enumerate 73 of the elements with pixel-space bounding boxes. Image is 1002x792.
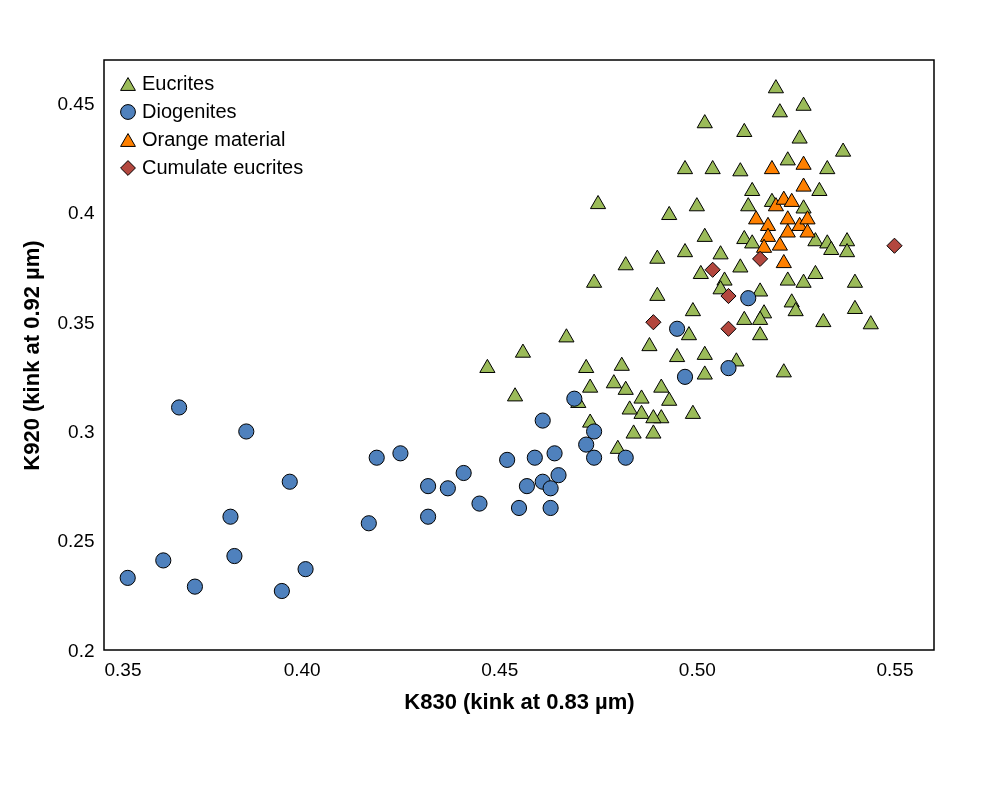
point bbox=[238, 423, 255, 440]
x-axis-title: K830 (kink at 0.83 µm) bbox=[404, 688, 635, 714]
point bbox=[799, 210, 816, 225]
point bbox=[886, 237, 903, 254]
point bbox=[586, 449, 603, 466]
point bbox=[645, 314, 662, 331]
point bbox=[759, 216, 777, 231]
point bbox=[226, 547, 243, 565]
point bbox=[799, 223, 816, 238]
y-tick-label: 0.35 bbox=[57, 311, 95, 333]
point bbox=[499, 451, 516, 468]
point bbox=[368, 449, 385, 466]
legend-label: Orange material bbox=[142, 128, 286, 150]
point bbox=[748, 210, 765, 225]
point bbox=[518, 478, 535, 495]
point bbox=[779, 210, 796, 225]
point bbox=[546, 445, 563, 462]
point bbox=[795, 177, 812, 192]
point bbox=[779, 223, 796, 238]
point bbox=[360, 515, 377, 532]
point bbox=[783, 192, 800, 207]
point bbox=[759, 227, 777, 242]
point bbox=[542, 499, 559, 517]
point bbox=[740, 290, 757, 307]
point bbox=[471, 495, 488, 512]
point bbox=[222, 508, 239, 525]
y-tick-label: 0.4 bbox=[68, 202, 95, 224]
point bbox=[534, 412, 551, 429]
y-axis-title: K920 (kink at 0.92 µm) bbox=[18, 240, 44, 471]
point bbox=[775, 253, 792, 269]
point bbox=[392, 445, 409, 462]
point bbox=[420, 508, 437, 525]
x-tick-label: 0.40 bbox=[283, 658, 321, 680]
point bbox=[420, 478, 437, 495]
point bbox=[586, 423, 603, 440]
x-tick-label: 0.55 bbox=[876, 658, 914, 680]
point bbox=[676, 368, 694, 385]
y-tick-label: 0.25 bbox=[57, 530, 95, 552]
point bbox=[119, 569, 136, 586]
point bbox=[755, 238, 773, 253]
point bbox=[550, 467, 567, 484]
x-tick-label: 0.50 bbox=[678, 658, 716, 680]
point bbox=[155, 552, 172, 569]
point bbox=[171, 399, 188, 416]
point bbox=[273, 582, 290, 600]
legend-label: Cumulate eucrites bbox=[142, 156, 304, 178]
x-tick-label: 0.45 bbox=[481, 658, 519, 680]
point bbox=[455, 464, 472, 482]
legend-label: Eucrites bbox=[142, 72, 215, 94]
point bbox=[704, 261, 721, 278]
point bbox=[578, 436, 595, 453]
point bbox=[526, 449, 543, 466]
point bbox=[186, 578, 203, 595]
point bbox=[720, 287, 737, 305]
point bbox=[510, 499, 528, 517]
point bbox=[439, 480, 456, 497]
point bbox=[720, 320, 737, 337]
y-tick-label: 0.2 bbox=[68, 639, 95, 661]
point bbox=[669, 320, 686, 337]
point bbox=[617, 449, 634, 466]
legend-label: Diogenites bbox=[142, 100, 237, 122]
point bbox=[771, 236, 788, 251]
point bbox=[720, 360, 737, 377]
y-tick-label: 0.3 bbox=[68, 420, 95, 442]
point bbox=[542, 480, 559, 497]
point bbox=[566, 390, 583, 407]
point bbox=[281, 473, 298, 490]
y-tick-label: 0.45 bbox=[57, 93, 95, 115]
point bbox=[752, 250, 769, 267]
point bbox=[763, 160, 781, 175]
x-tick-label: 0.35 bbox=[104, 658, 142, 680]
point bbox=[795, 155, 812, 170]
point bbox=[297, 561, 314, 578]
